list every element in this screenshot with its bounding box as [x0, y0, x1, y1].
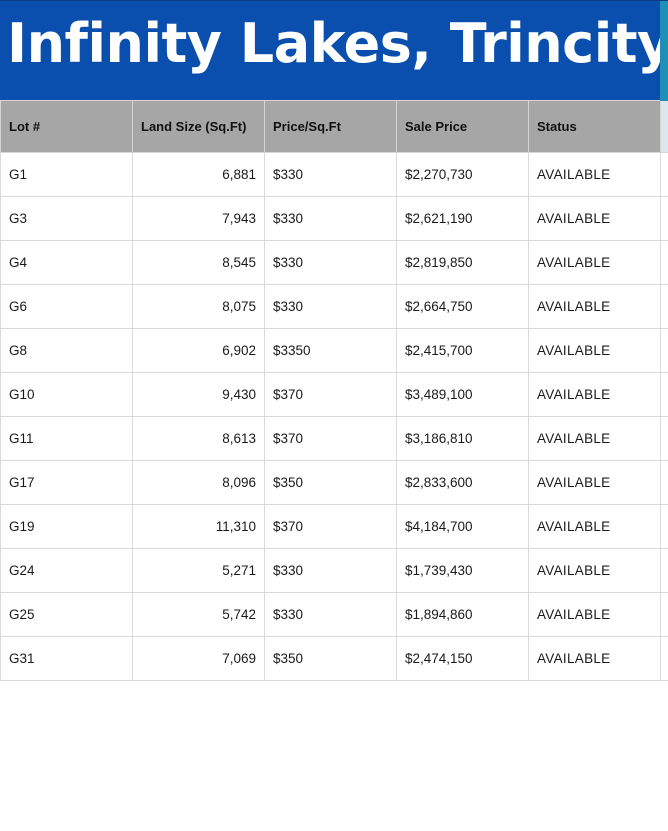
cell-edge [660, 152, 668, 197]
cell-land-size: 7,943 [132, 196, 265, 241]
column-header-price-per-sqft: Price/Sq.Ft [264, 100, 397, 153]
cell-edge [660, 284, 668, 329]
cell-lot: G10 [0, 372, 133, 417]
cell-edge [660, 328, 668, 373]
cell-land-size: 8,545 [132, 240, 265, 285]
cell-status: AVAILABLE [528, 372, 661, 417]
cell-lot: G1 [0, 152, 133, 197]
cell-land-size: 6,881 [132, 152, 265, 197]
cell-lot: G6 [0, 284, 133, 329]
table-row: G31 7,069 $350 $2,474,150 AVAILABLE [0, 636, 668, 681]
cell-sale-price: $2,833,600 [396, 460, 529, 505]
cell-sale-price: $3,489,100 [396, 372, 529, 417]
cell-land-size: 9,430 [132, 372, 265, 417]
cell-sale-price: $1,739,430 [396, 548, 529, 593]
cell-sale-price: $1,894,860 [396, 592, 529, 637]
table-row: G10 9,430 $370 $3,489,100 AVAILABLE [0, 372, 668, 417]
cell-land-size: 7,069 [132, 636, 265, 681]
cell-sale-price: $2,621,190 [396, 196, 529, 241]
lots-table: Lot # Land Size (Sq.Ft) Price/Sq.Ft Sale… [0, 100, 668, 681]
table-row: G11 8,613 $370 $3,186,810 AVAILABLE [0, 416, 668, 461]
page-title: Infinity Lakes, Trincity [7, 12, 668, 75]
cell-price-per-sqft: $330 [264, 592, 397, 637]
cell-sale-price: $2,819,850 [396, 240, 529, 285]
table-row: G4 8,545 $330 $2,819,850 AVAILABLE [0, 240, 668, 285]
cell-status: AVAILABLE [528, 416, 661, 461]
table-row: G6 8,075 $330 $2,664,750 AVAILABLE [0, 284, 668, 329]
column-header-land-size: Land Size (Sq.Ft) [132, 100, 265, 153]
cell-land-size: 5,742 [132, 592, 265, 637]
cell-sale-price: $4,184,700 [396, 504, 529, 549]
cell-price-per-sqft: $3350 [264, 328, 397, 373]
table-header-row: Lot # Land Size (Sq.Ft) Price/Sq.Ft Sale… [0, 100, 668, 153]
cell-price-per-sqft: $330 [264, 152, 397, 197]
cell-edge [660, 504, 668, 549]
cell-price-per-sqft: $330 [264, 548, 397, 593]
cell-price-per-sqft: $350 [264, 636, 397, 681]
cell-lot: G19 [0, 504, 133, 549]
cell-price-per-sqft: $350 [264, 460, 397, 505]
cell-land-size: 8,613 [132, 416, 265, 461]
column-header-status: Status [528, 100, 661, 153]
title-banner: Infinity Lakes, Trincity [0, 0, 668, 101]
cell-edge [660, 592, 668, 637]
cell-price-per-sqft: $330 [264, 284, 397, 329]
cell-land-size: 6,902 [132, 328, 265, 373]
cell-land-size: 11,310 [132, 504, 265, 549]
title-edge-accent [660, 1, 668, 101]
cell-status: AVAILABLE [528, 240, 661, 285]
table-row: G17 8,096 $350 $2,833,600 AVAILABLE [0, 460, 668, 505]
cell-status: AVAILABLE [528, 636, 661, 681]
column-header-edge [660, 100, 668, 153]
table-row: G25 5,742 $330 $1,894,860 AVAILABLE [0, 592, 668, 637]
table-row: G3 7,943 $330 $2,621,190 AVAILABLE [0, 196, 668, 241]
table-row: G8 6,902 $3350 $2,415,700 AVAILABLE [0, 328, 668, 373]
cell-sale-price: $2,270,730 [396, 152, 529, 197]
cell-sale-price: $2,415,700 [396, 328, 529, 373]
cell-lot: G31 [0, 636, 133, 681]
cell-price-per-sqft: $370 [264, 372, 397, 417]
cell-lot: G24 [0, 548, 133, 593]
cell-price-per-sqft: $370 [264, 504, 397, 549]
cell-status: AVAILABLE [528, 152, 661, 197]
cell-sale-price: $3,186,810 [396, 416, 529, 461]
cell-status: AVAILABLE [528, 196, 661, 241]
cell-status: AVAILABLE [528, 460, 661, 505]
table-row: G24 5,271 $330 $1,739,430 AVAILABLE [0, 548, 668, 593]
table-row: G19 11,310 $370 $4,184,700 AVAILABLE [0, 504, 668, 549]
cell-lot: G11 [0, 416, 133, 461]
cell-lot: G17 [0, 460, 133, 505]
cell-sale-price: $2,664,750 [396, 284, 529, 329]
column-header-sale-price: Sale Price [396, 100, 529, 153]
table-body: G1 6,881 $330 $2,270,730 AVAILABLE G3 7,943 $33… [0, 152, 668, 681]
cell-price-per-sqft: $330 [264, 196, 397, 241]
cell-land-size: 8,096 [132, 460, 265, 505]
cell-lot: G4 [0, 240, 133, 285]
cell-lot: G3 [0, 196, 133, 241]
cell-edge [660, 416, 668, 461]
cell-edge [660, 240, 668, 285]
cell-land-size: 8,075 [132, 284, 265, 329]
cell-status: AVAILABLE [528, 504, 661, 549]
cell-price-per-sqft: $370 [264, 416, 397, 461]
cell-price-per-sqft: $330 [264, 240, 397, 285]
table-row: G1 6,881 $330 $2,270,730 AVAILABLE [0, 152, 668, 197]
cell-status: AVAILABLE [528, 548, 661, 593]
column-header-lot: Lot # [0, 100, 133, 153]
cell-lot: G25 [0, 592, 133, 637]
cell-edge [660, 548, 668, 593]
cell-edge [660, 196, 668, 241]
cell-sale-price: $2,474,150 [396, 636, 529, 681]
cell-edge [660, 636, 668, 681]
cell-status: AVAILABLE [528, 284, 661, 329]
cell-land-size: 5,271 [132, 548, 265, 593]
cell-edge [660, 460, 668, 505]
cell-status: AVAILABLE [528, 592, 661, 637]
cell-status: AVAILABLE [528, 328, 661, 373]
cell-lot: G8 [0, 328, 133, 373]
cell-edge [660, 372, 668, 417]
